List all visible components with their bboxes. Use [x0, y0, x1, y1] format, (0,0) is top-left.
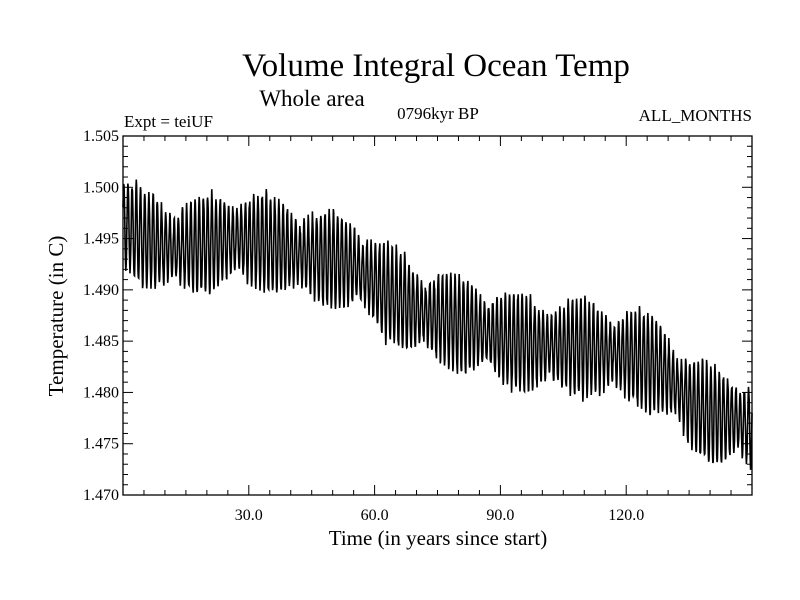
experiment-label: Expt = teiUF — [124, 112, 213, 131]
y-tick-label: 1.485 — [83, 333, 119, 350]
y-tick-label: 1.500 — [83, 179, 119, 196]
series-line — [122, 179, 753, 470]
months-label: ALL_MONTHS — [639, 106, 752, 125]
y-tick-label: 1.475 — [83, 436, 119, 453]
period-label: 0796kyr BP — [397, 104, 479, 123]
y-tick-label: 1.495 — [83, 231, 119, 248]
x-tick-label: 30.0 — [235, 507, 263, 524]
chart-title: Volume Integral Ocean Temp — [242, 48, 630, 84]
y-tick-label: 1.505 — [83, 128, 119, 145]
y-axis-label: Temperature (in C) — [44, 236, 68, 397]
x-tick-label: 120.0 — [608, 507, 644, 524]
plot-frame — [122, 135, 753, 496]
y-tick-label: 1.470 — [83, 487, 119, 504]
series-group — [122, 179, 753, 470]
y-tick-label: 1.480 — [83, 384, 119, 401]
x-axis-label: Time (in years since start) — [329, 526, 548, 550]
y-tick-label: 1.490 — [83, 282, 119, 299]
x-tick-label: 60.0 — [361, 507, 389, 524]
chart-subtitle: Whole area — [259, 86, 364, 111]
x-tick-label: 90.0 — [486, 507, 514, 524]
